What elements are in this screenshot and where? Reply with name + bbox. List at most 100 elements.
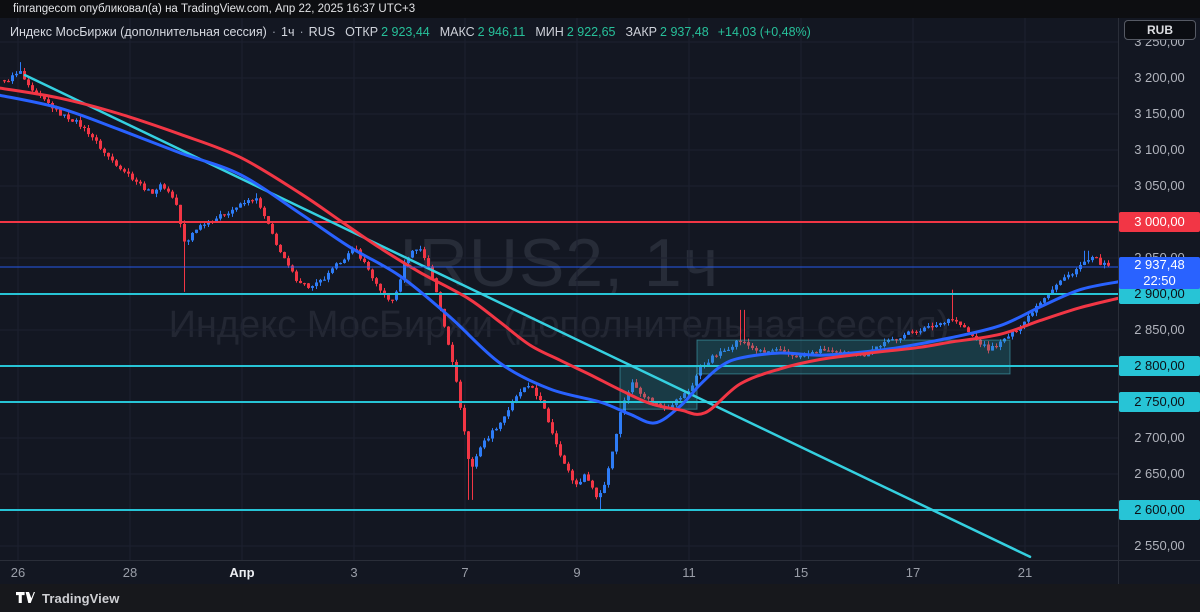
candle-body <box>707 362 710 366</box>
candle-body <box>151 189 154 194</box>
candle-body <box>747 342 750 346</box>
candle-body <box>171 191 174 198</box>
candle-body <box>1063 277 1066 281</box>
symbol-title[interactable]: Индекс МосБиржи (дополнительная сессия) <box>10 25 267 39</box>
candle-body <box>623 400 626 413</box>
candle-body <box>591 480 594 488</box>
ohlc-field: МИН 2 922,65 <box>535 25 615 39</box>
candle-body <box>495 428 498 431</box>
candle-body <box>1003 338 1006 342</box>
candle-body <box>479 447 482 457</box>
ohlc-field-label: МАКС <box>439 25 475 39</box>
candle-body <box>983 344 986 346</box>
currency-button[interactable]: RUB <box>1124 20 1196 40</box>
time-axis-label: 9 <box>573 565 581 580</box>
candle-body <box>143 183 146 191</box>
candle-body <box>303 283 306 285</box>
candle-body <box>55 108 58 110</box>
candle-body <box>243 202 246 205</box>
candle-body <box>699 366 702 376</box>
price-axis[interactable]: RUB 3 250,00 3 200,00 3 150,00 3 100,00 3 05… <box>1118 18 1200 584</box>
candle-body <box>327 272 330 280</box>
ohlc-field-label: ОТКР <box>345 25 379 39</box>
price-axis-label: 3 050,00 <box>1134 178 1185 193</box>
candle-body <box>883 341 886 347</box>
candle-body <box>275 233 278 245</box>
candle-body <box>1043 298 1046 303</box>
candle-body <box>59 108 62 116</box>
candle-body <box>995 345 998 348</box>
candle-body <box>671 405 674 408</box>
candle-body <box>1047 294 1050 299</box>
candle-body <box>963 325 966 328</box>
candle-body <box>351 249 354 254</box>
candle-body <box>35 90 38 94</box>
candle-body <box>315 282 318 287</box>
candle-body <box>1091 257 1094 261</box>
price-chart-canvas[interactable] <box>0 18 1118 560</box>
candle-body <box>795 355 798 358</box>
candle-body <box>399 279 402 292</box>
candle-body <box>903 334 906 339</box>
candle-body <box>375 278 378 284</box>
candle-body <box>551 422 554 434</box>
candle-body <box>415 249 418 251</box>
candle-body <box>723 350 726 352</box>
candle-body <box>499 422 502 429</box>
candle-body <box>627 392 630 401</box>
time-axis-label: 11 <box>682 565 696 580</box>
price-axis-label: 2 550,00 <box>1134 538 1185 553</box>
candle-body <box>107 152 110 157</box>
candle-body <box>563 455 566 464</box>
candle-body <box>483 440 486 448</box>
candle-body <box>771 350 774 352</box>
candle-body <box>987 344 990 351</box>
time-axis-label: 26 <box>10 565 26 580</box>
chart-area: IRUS2, 1ч Индекс МосБиржи (дополнительна… <box>0 18 1200 584</box>
candle-body <box>899 338 902 340</box>
candle-body <box>131 173 134 180</box>
candle-body <box>323 279 326 281</box>
candle-body <box>123 169 126 172</box>
candle-body <box>1027 315 1030 322</box>
candle-body <box>451 344 454 362</box>
candle-body <box>83 126 86 129</box>
candle-body <box>431 266 434 279</box>
candle-body <box>1031 312 1034 316</box>
candle-body <box>1023 321 1026 328</box>
price-axis-label: 2 700,00 <box>1134 430 1185 445</box>
candle-body <box>199 225 202 230</box>
candle-body <box>103 148 106 153</box>
candle-body <box>599 492 602 498</box>
candle-body <box>471 458 474 467</box>
candle-body <box>439 292 442 309</box>
candle-body <box>159 184 162 190</box>
candle-body <box>779 349 782 351</box>
candle-body <box>655 403 658 405</box>
tradingview-logo-text[interactable]: TradingView <box>42 590 120 606</box>
last-price-badge: 2 937,48 22:50 <box>1119 257 1200 289</box>
candle-body <box>63 114 66 116</box>
candle-body <box>575 480 578 485</box>
candle-body <box>515 396 518 402</box>
candle-body <box>719 351 722 356</box>
candle-body <box>999 341 1002 347</box>
candle-body <box>791 354 794 356</box>
time-axis[interactable]: 26 28 Апр 3 7 9 11 15 17 21 <box>0 560 1200 584</box>
candle-body <box>559 444 562 456</box>
legend[interactable]: Индекс МосБиржи (дополнительная сессия) … <box>10 23 811 41</box>
candle-body <box>547 408 550 423</box>
candle-body <box>943 323 946 325</box>
candle-body <box>531 386 534 388</box>
legend-separator: · <box>271 25 277 39</box>
price-level-badge: 2 750,00 <box>1119 392 1200 412</box>
candle-body <box>307 283 310 288</box>
candle-body <box>1071 274 1074 276</box>
candle-body <box>127 171 130 174</box>
candle-body <box>383 290 386 295</box>
tradingview-logo-icon[interactable] <box>16 592 35 604</box>
candle-body <box>579 481 582 485</box>
candle-body <box>111 156 114 161</box>
candle-body <box>735 340 738 347</box>
